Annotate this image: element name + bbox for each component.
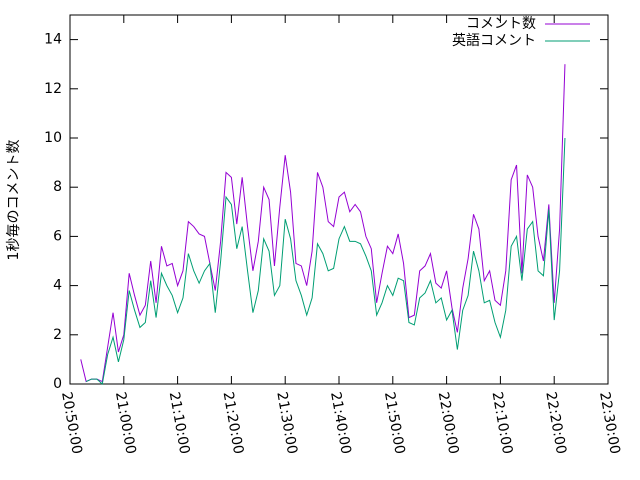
- x-tick-label: 22:10:00: [489, 391, 516, 456]
- x-tick-label: 22:20:00: [542, 391, 569, 456]
- x-tick-label: 21:20:00: [220, 391, 247, 456]
- legend-label: コメント数: [466, 16, 536, 32]
- x-tick-label: 22:00:00: [435, 391, 462, 456]
- y-tick-label: 4: [53, 278, 62, 294]
- series-line: [80, 64, 566, 383]
- x-tick-label: 22:30:00: [596, 391, 623, 456]
- x-tick-label: 21:30:00: [273, 391, 300, 456]
- x-tick-label: 20:50:00: [58, 391, 85, 456]
- y-tick-label: 10: [44, 130, 62, 146]
- y-axis-label: 1秒毎のコメント数: [6, 140, 22, 261]
- y-tick-label: 6: [53, 228, 62, 244]
- x-tick-label: 21:00:00: [112, 391, 139, 456]
- x-tick-label: 21:50:00: [381, 391, 408, 456]
- x-tick-label: 21:40:00: [327, 391, 354, 456]
- y-tick-label: 14: [44, 32, 62, 48]
- legend-label: 英語コメント: [452, 32, 536, 49]
- series-line: [85, 137, 566, 385]
- y-tick-label: 2: [53, 327, 62, 343]
- y-tick-label: 12: [44, 81, 62, 97]
- x-tick-label: 21:10:00: [166, 391, 193, 456]
- y-tick-label: 0: [53, 376, 62, 392]
- y-tick-label: 8: [53, 179, 62, 195]
